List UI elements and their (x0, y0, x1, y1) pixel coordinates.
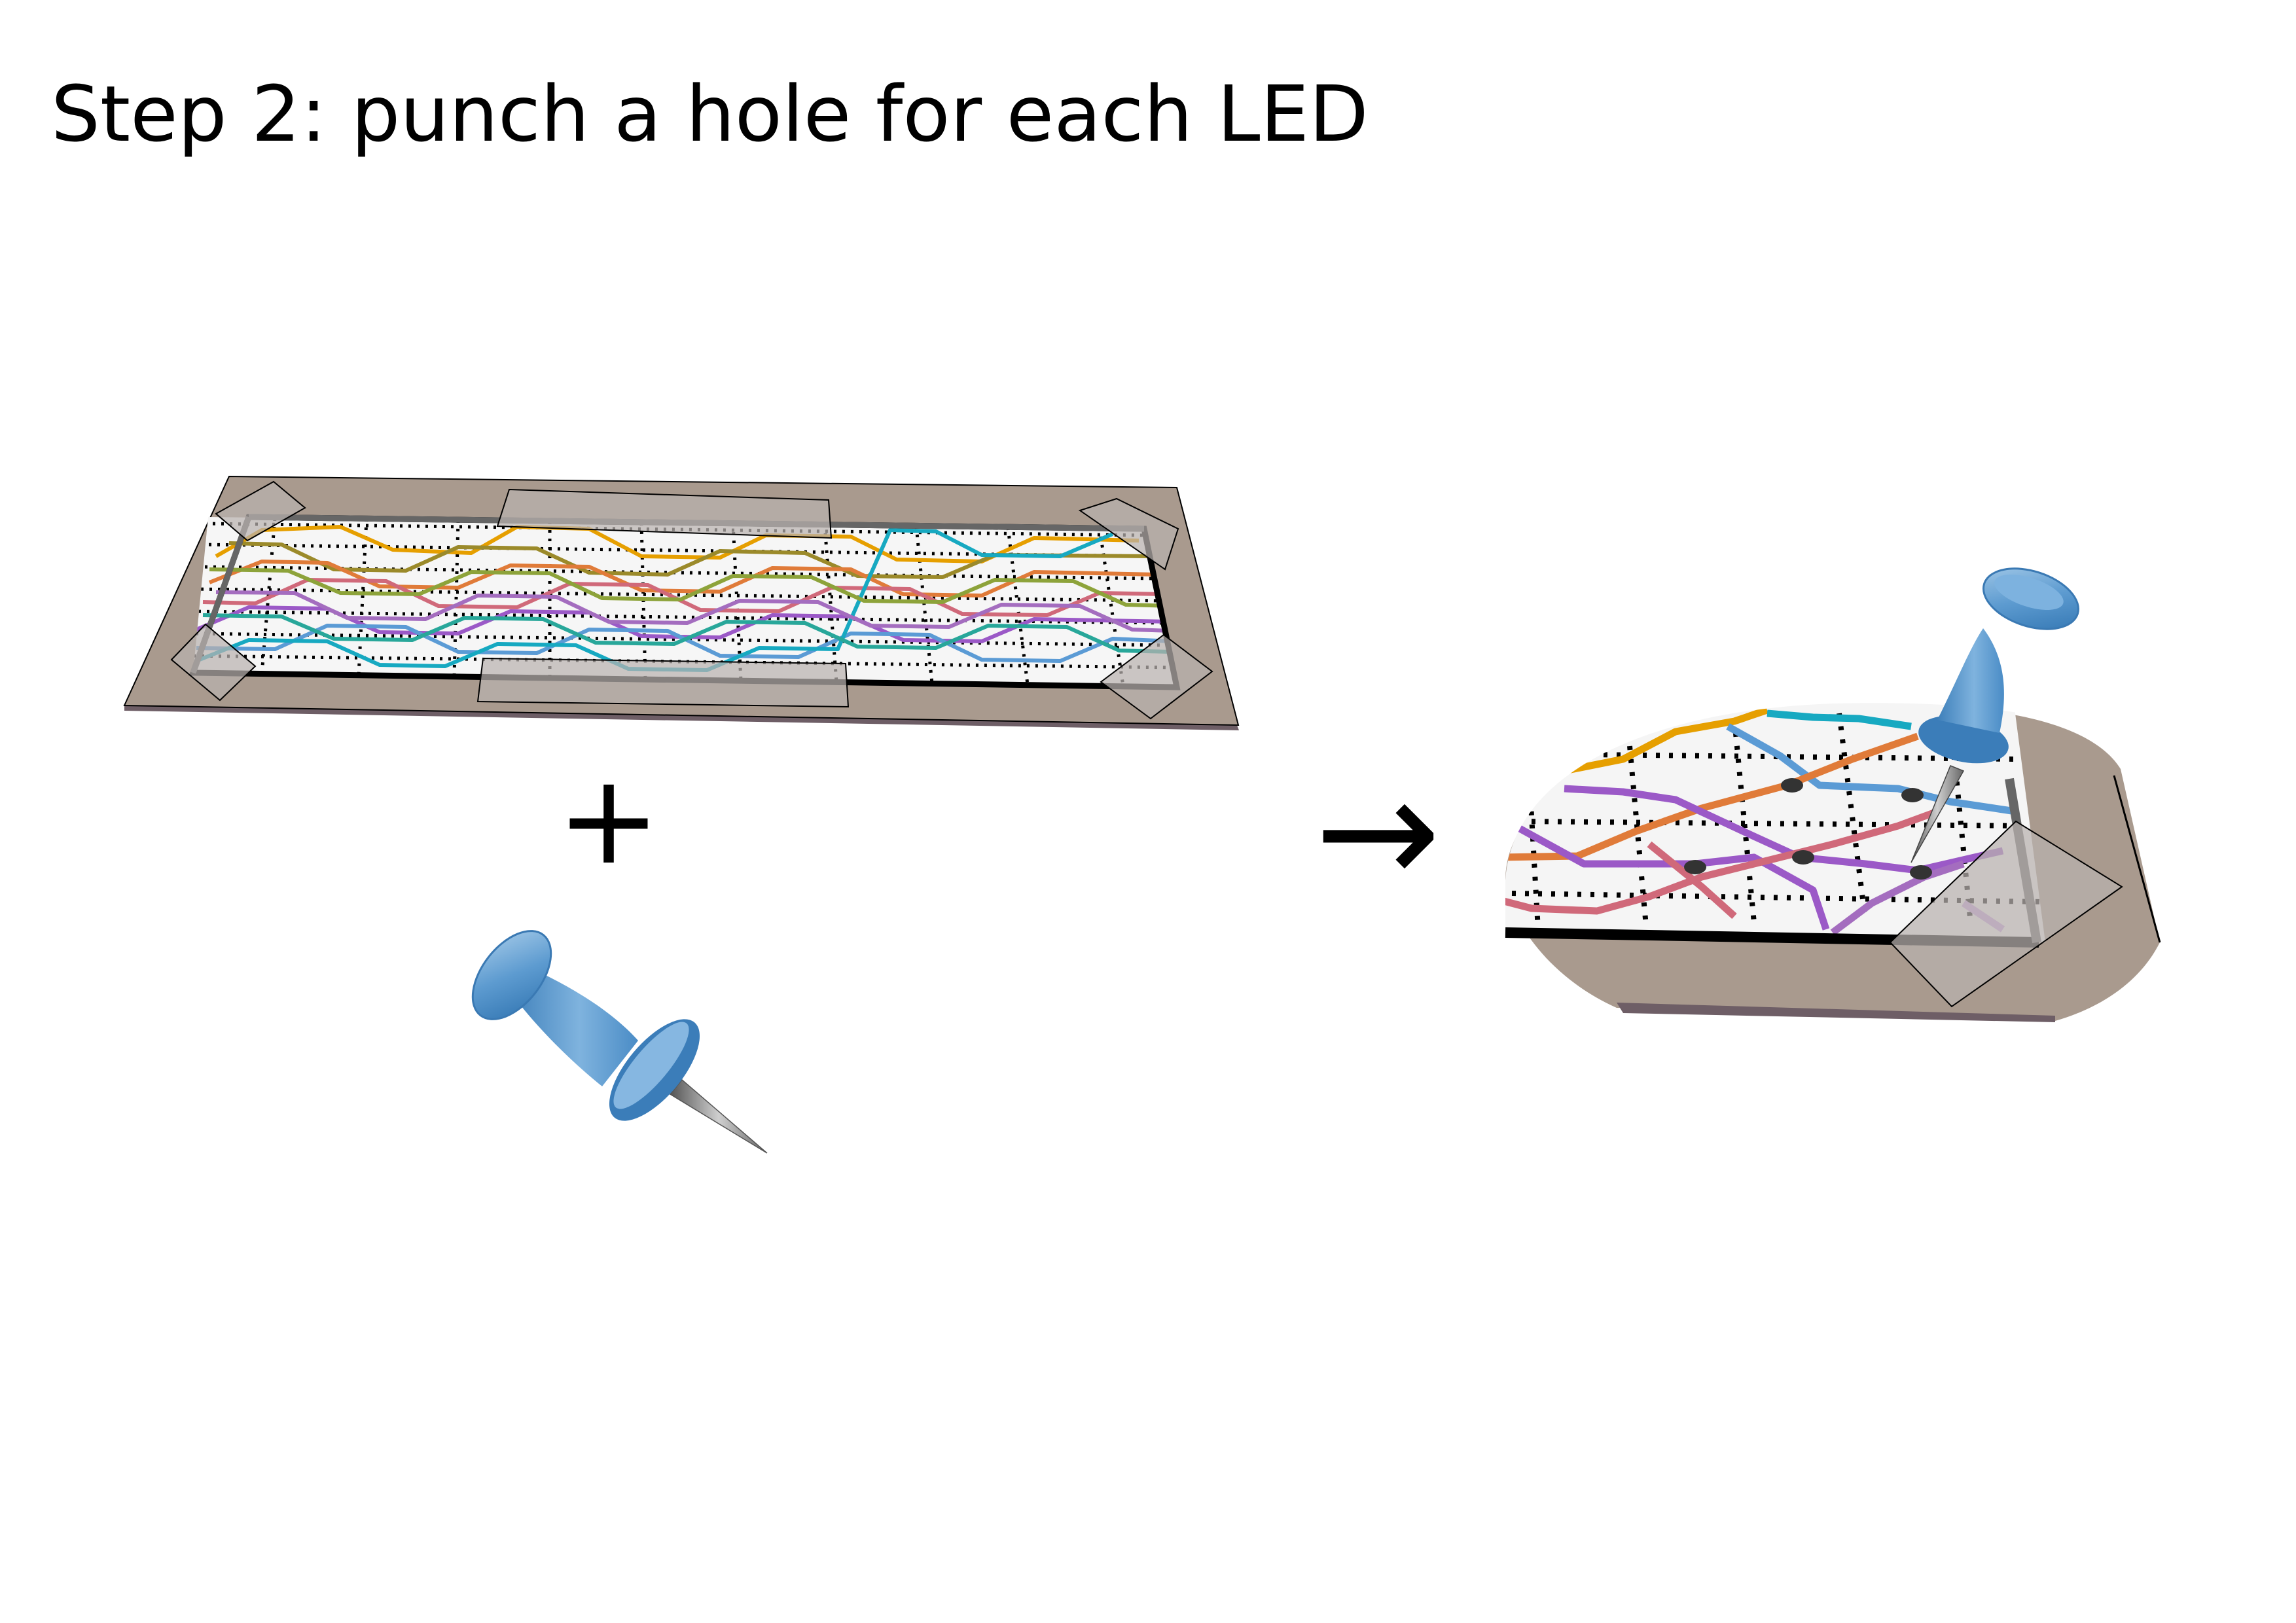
led-hole (1781, 778, 1803, 793)
wire (1830, 860, 1965, 936)
led-hole (1684, 860, 1706, 874)
tape-corner-zoom (1889, 820, 2123, 1008)
wire (1726, 723, 2017, 815)
plus-icon: + (556, 747, 660, 892)
tape-corner-top-left (215, 480, 306, 542)
wire (1647, 841, 1737, 919)
wire (196, 624, 1175, 663)
wire (215, 590, 1172, 633)
board-with-paper (123, 475, 1240, 730)
tape-corner-bottom-left (170, 623, 257, 702)
pushpin-inserted-icon (1910, 567, 2080, 863)
led-hole (1901, 788, 1924, 802)
board-side (124, 705, 1239, 730)
pin-needle (1910, 765, 1965, 863)
wire (1505, 808, 1939, 915)
led-hole (1910, 865, 1932, 880)
wire (215, 525, 1139, 563)
pushpin-icon (471, 930, 768, 1154)
wire (1564, 785, 2004, 874)
wire (1767, 709, 1912, 730)
arrow-right-icon: → (1315, 745, 1441, 919)
tape-corner-top-right (1078, 497, 1179, 571)
template-grid (193, 518, 1176, 687)
tape-corner-bottom-right (1100, 633, 1213, 720)
led-hole (1792, 850, 1814, 865)
tape-strip-bottom (476, 657, 850, 708)
zoomed-detail (1505, 567, 2161, 1022)
pin-needle (669, 1079, 768, 1154)
wire (202, 613, 1172, 654)
wire (209, 567, 1172, 608)
page-title: Step 2: punch a hole for each LED (51, 69, 1369, 159)
tape-strip-top (496, 488, 833, 539)
